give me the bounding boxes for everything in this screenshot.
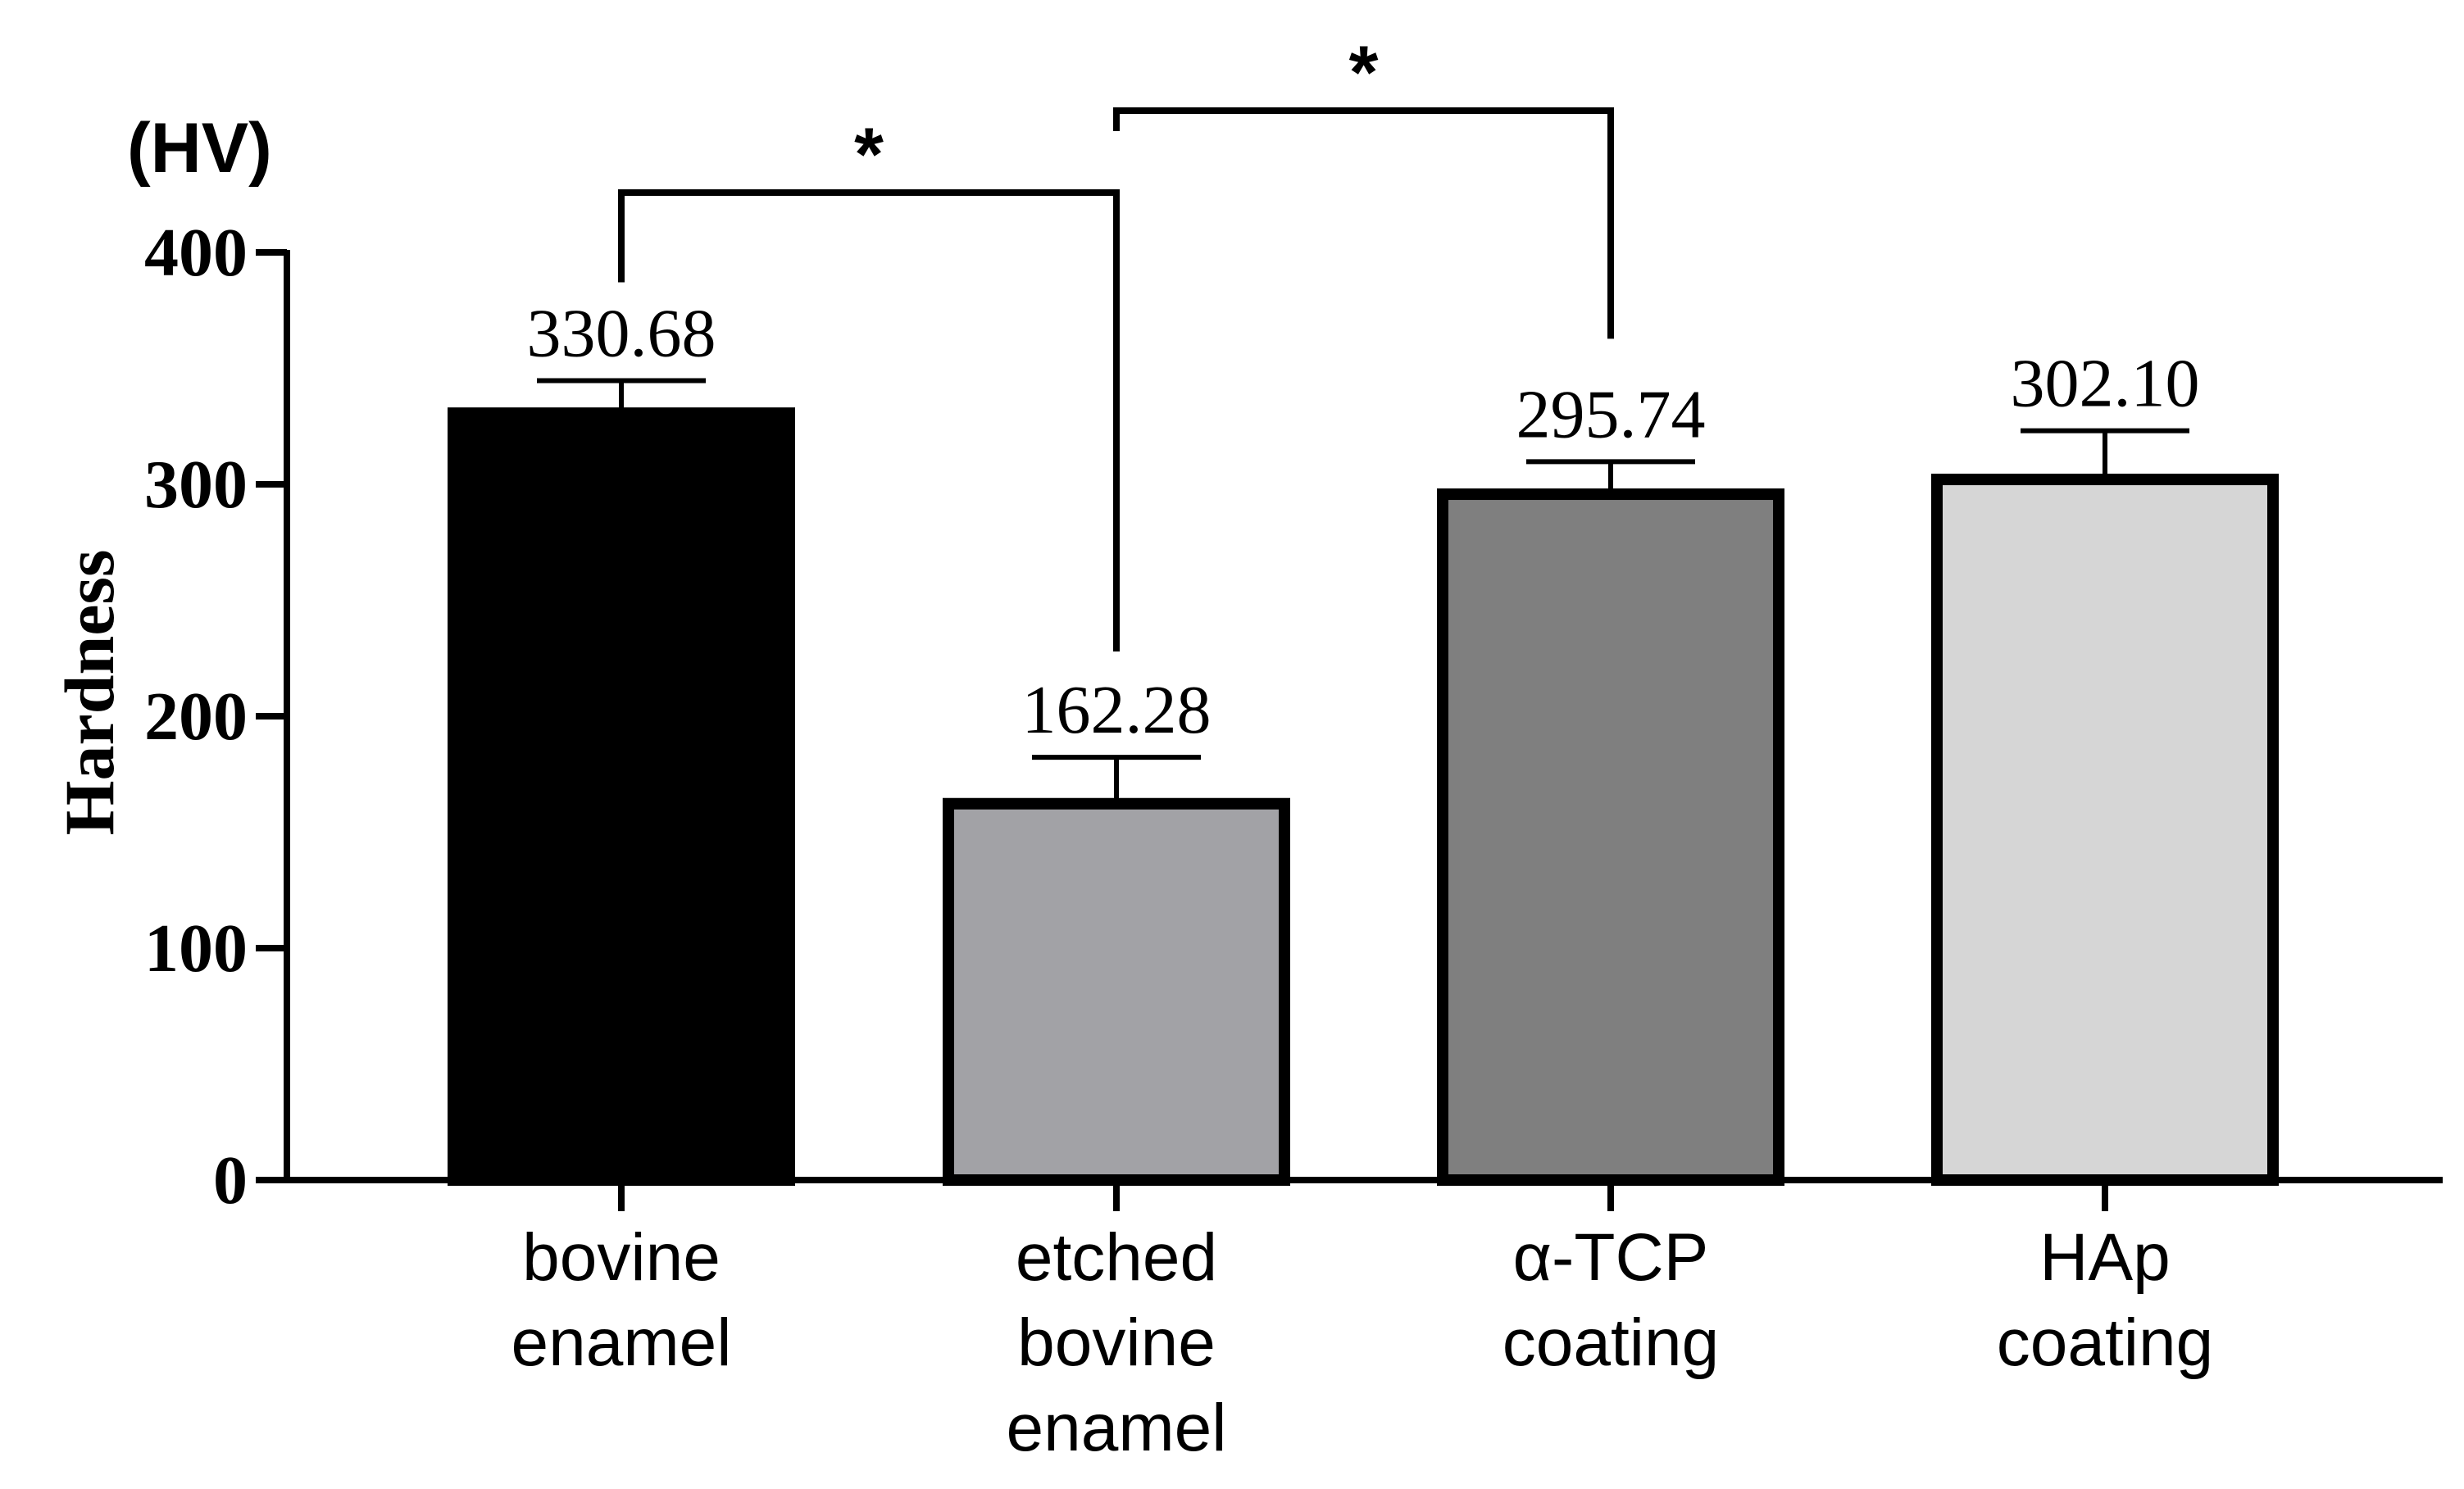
y-tick-label-100: 100 bbox=[144, 910, 248, 987]
y-tick-label-300: 300 bbox=[144, 447, 248, 523]
significance-bracket-0 bbox=[618, 189, 1120, 651]
x-tick-label-0-0: bovine bbox=[522, 1220, 721, 1295]
data-label-2: 295.74 bbox=[1516, 376, 1706, 452]
y-unit-label: (HV) bbox=[127, 109, 272, 188]
x-tick-label-2-1: coating bbox=[1502, 1305, 1719, 1380]
y-tick-label-0: 0 bbox=[213, 1142, 248, 1219]
bar-2 bbox=[1437, 488, 1784, 1186]
data-label-0: 330.68 bbox=[527, 296, 716, 372]
data-label-1: 162.28 bbox=[1022, 672, 1212, 748]
bar-1 bbox=[943, 797, 1290, 1187]
x-tick-label-3-1: coating bbox=[1997, 1305, 2213, 1380]
x-tick-label-2-0: α-TCP bbox=[1513, 1220, 1709, 1295]
x-tick-label-3-0: HAp bbox=[2039, 1220, 2171, 1295]
plot-area: 330.68 162.28 295.74 302.10 0 100 200 300 400 bov… bbox=[144, 31, 2443, 1465]
x-tick-label-1-0: etched bbox=[1016, 1220, 1217, 1295]
y-tick-label-200: 200 bbox=[144, 679, 248, 755]
x-tick-label-0-1: enamel bbox=[511, 1305, 732, 1380]
significance-bracket-1 bbox=[1113, 107, 1614, 339]
significance-star-1: * bbox=[1349, 31, 1379, 115]
data-label-3: 302.10 bbox=[2011, 346, 2200, 422]
x-tick-label-1-2: enamel bbox=[1007, 1391, 1227, 1465]
significance-star-0: * bbox=[854, 113, 884, 197]
y-tick-label-400: 400 bbox=[144, 215, 248, 291]
y-axis-label: Hardness bbox=[50, 550, 129, 836]
x-tick-label-1-1: bovine bbox=[1017, 1305, 1216, 1380]
bar-3 bbox=[1931, 474, 2279, 1186]
bar-0 bbox=[448, 407, 795, 1186]
